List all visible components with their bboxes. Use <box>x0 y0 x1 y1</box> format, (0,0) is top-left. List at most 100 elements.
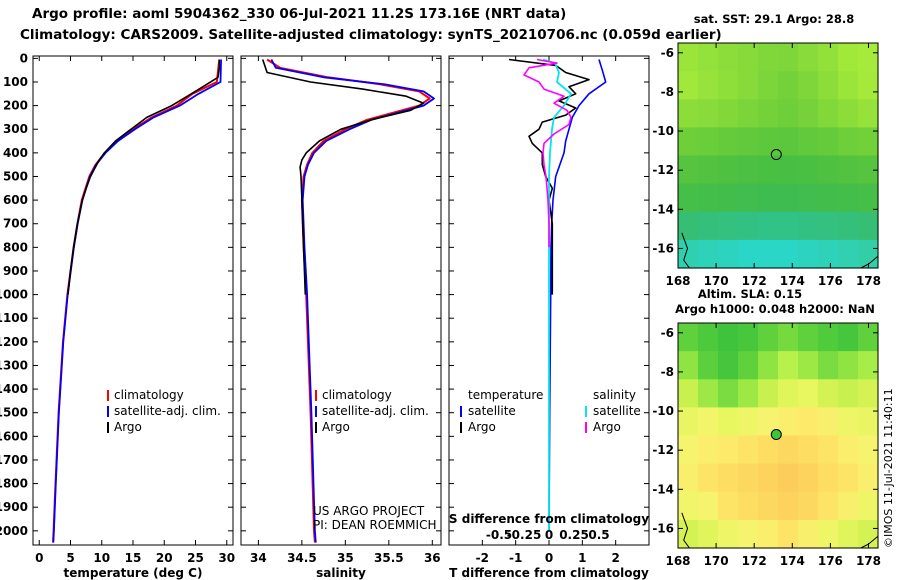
heatmap-cell <box>798 519 819 549</box>
x-tick-label: 30 <box>218 551 235 565</box>
heatmap-cell <box>818 43 839 72</box>
heatmap-cell <box>738 407 759 437</box>
map-x-tick-label: 172 <box>742 274 767 288</box>
heatmap-cell <box>838 379 859 408</box>
series-line-satellite-adj-clim- <box>270 59 435 543</box>
legend-label: satellite-adj. clim. <box>322 404 429 418</box>
series-line-salinity-argo <box>523 58 572 248</box>
heatmap-cell <box>678 99 699 128</box>
heatmap-cell <box>798 491 819 521</box>
x-tick-label: 25 <box>187 551 204 565</box>
y-tick-label: 300 <box>3 122 28 136</box>
heatmap-cell <box>698 519 719 549</box>
heatmap-cell <box>838 127 859 157</box>
heatmap-cell <box>678 323 699 352</box>
heatmap-cell <box>858 463 879 493</box>
heatmap-cell <box>758 463 779 493</box>
y-tick-label: 500 <box>3 169 28 183</box>
heatmap-cell <box>678 407 699 437</box>
heatmap-cell <box>798 99 819 128</box>
heatmap-cell <box>718 99 739 128</box>
heatmap-cell <box>698 127 719 157</box>
heatmap-cell <box>758 183 779 213</box>
heatmap-cell <box>678 435 699 465</box>
heatmap-cell <box>838 239 859 269</box>
y-tick-label: 1800 <box>0 477 28 491</box>
heatmap-cell <box>778 379 799 408</box>
y-tick-label: 200 <box>3 99 28 113</box>
x-tick-label: 34 <box>250 551 267 565</box>
x-tick-label: 34.5 <box>287 551 317 565</box>
heatmap-cell <box>678 127 699 157</box>
heatmap-cell <box>798 463 819 493</box>
top-tick-label: -0.5 <box>486 528 512 542</box>
heatmap-cell <box>858 323 879 352</box>
heatmap-cell <box>778 155 799 185</box>
heatmap-cell <box>858 351 879 380</box>
plot-frame-salinity <box>240 55 442 546</box>
heatmap-cell <box>858 407 879 437</box>
heatmap-cell <box>838 435 859 465</box>
heatmap-cell <box>738 379 759 408</box>
heatmap-cell <box>778 99 799 128</box>
map-y-tick-label: -14 <box>652 482 674 496</box>
heatmap-cell <box>698 71 719 100</box>
heatmap-cell <box>838 407 859 437</box>
heatmap-cell <box>818 491 839 521</box>
y-tick-label: 1100 <box>0 311 28 325</box>
heatmap-cell <box>718 435 739 465</box>
x-tick-label: 10 <box>93 551 110 565</box>
y-tick-label: 700 <box>3 217 28 231</box>
legend-label: climatology <box>322 388 392 402</box>
heatmap-cell <box>838 519 859 549</box>
heatmap-cell <box>798 183 819 213</box>
heatmap-cell <box>718 351 739 380</box>
heatmap-cell <box>838 99 859 128</box>
map-x-tick-label: 178 <box>856 554 881 568</box>
map-x-tick-label: 170 <box>704 274 729 288</box>
heatmap-cell <box>718 43 739 72</box>
heatmap-cell <box>698 99 719 128</box>
heatmap-cell <box>698 239 719 269</box>
legend-label: Argo <box>322 420 350 434</box>
map-x-tick-label: 176 <box>818 274 843 288</box>
heatmap-cell <box>738 519 759 549</box>
x-tick-label: 35 <box>337 551 354 565</box>
heatmap-cell <box>758 71 779 100</box>
y-tick-label: 400 <box>3 146 28 160</box>
heatmap-cell <box>858 43 879 72</box>
heatmap-cell <box>718 155 739 185</box>
x-tick-label: -2 <box>476 551 489 565</box>
heatmap-cell <box>798 43 819 72</box>
heatmap-cell <box>778 239 799 269</box>
y-tick-label: 1700 <box>0 453 28 467</box>
heatmap-cell <box>798 155 819 185</box>
heatmap-cell <box>758 407 779 437</box>
series-line-argo <box>261 59 425 295</box>
heatmap-cell <box>758 491 779 521</box>
map-y-tick-label: -6 <box>661 46 674 60</box>
heatmap-cell <box>718 127 739 157</box>
heatmap-cell <box>698 351 719 380</box>
profile-location-marker <box>770 149 782 161</box>
top-tick-label: -0.25 <box>507 528 542 542</box>
legend-header: salinity <box>593 388 636 402</box>
heatmap-cell <box>858 519 879 549</box>
map-frame <box>677 42 879 269</box>
heatmap-cell <box>738 239 759 269</box>
map-y-tick-label: -14 <box>652 202 674 216</box>
map-y-tick-label: -12 <box>652 443 674 457</box>
series-line-salinity-satellite <box>542 58 572 531</box>
heatmap-cell <box>738 435 759 465</box>
top-tick-label: 0.5 <box>588 528 609 542</box>
map-x-tick-label: 178 <box>856 274 881 288</box>
heatmap-cell <box>778 407 799 437</box>
x-tick-label: 35.5 <box>374 551 404 565</box>
legend-label: Argo <box>468 420 496 434</box>
heatmap-cell <box>858 99 879 128</box>
project-annotation: PI: DEAN ROEMMICH <box>313 518 436 532</box>
coastline <box>681 512 690 549</box>
heatmap-cell <box>778 43 799 72</box>
map-x-tick-label: 170 <box>704 554 729 568</box>
